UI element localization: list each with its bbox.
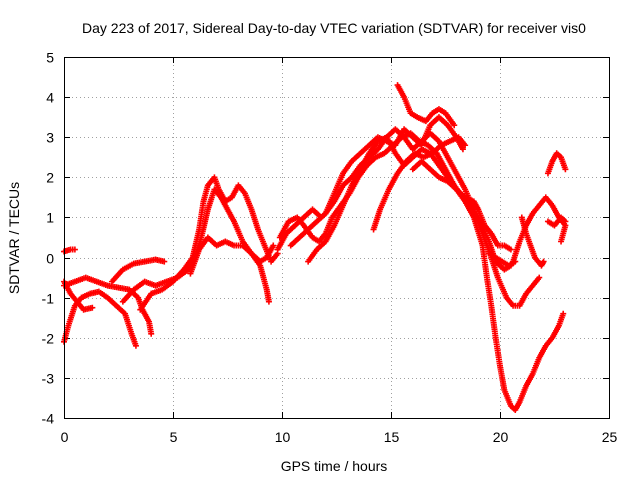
series-track-7 [137, 174, 281, 313]
y-tick-label: -4 [42, 411, 55, 427]
series-track-17 [510, 194, 569, 265]
data-point [459, 146, 466, 153]
x-tick-label: 15 [384, 429, 400, 445]
data-point [536, 274, 543, 281]
series-track-20 [544, 150, 569, 177]
data-point [462, 142, 469, 149]
data-point [562, 166, 569, 173]
y-tick-label: 0 [46, 251, 54, 267]
series-track-1 [61, 288, 139, 349]
data-point [265, 298, 272, 305]
data-point [451, 122, 458, 129]
series-track-5 [108, 256, 168, 285]
y-tick-label: 2 [46, 170, 54, 186]
y-tick-label: -1 [42, 291, 55, 307]
x-axis-label: GPS time / hours [281, 458, 388, 474]
y-tick-label: 1 [46, 210, 54, 226]
data-point [71, 246, 78, 253]
data-point [558, 238, 565, 245]
data-marks [61, 82, 569, 413]
data-point [560, 310, 567, 317]
y-tick-label: 4 [46, 90, 54, 106]
y-tick-label: 3 [46, 130, 54, 146]
data-point [148, 330, 155, 337]
x-tick-label: 0 [61, 429, 69, 445]
data-point [132, 342, 139, 349]
chart-title: Day 223 of 2017, Sidereal Day-to-day VTE… [82, 20, 586, 36]
y-tick-label: 5 [46, 50, 54, 66]
x-tick-labels: 0 5 10 15 20 25 [61, 429, 618, 445]
x-tick-label: 10 [275, 429, 291, 445]
x-tick-label: 20 [493, 429, 509, 445]
series-track-13 [370, 134, 469, 233]
y-axis-label: SDTVAR / TECUs [6, 182, 22, 294]
data-point [540, 258, 547, 265]
x-tick-label: 25 [602, 429, 618, 445]
data-point [270, 242, 277, 249]
series-track-2 [61, 246, 78, 255]
y-tick-labels: -4 -3 -2 -1 0 1 2 3 4 5 [42, 50, 55, 427]
data-point [562, 218, 569, 225]
series-track-19 [544, 214, 569, 229]
series-track-15 [409, 158, 514, 253]
data-point [507, 246, 514, 253]
y-tick-label: -2 [42, 331, 55, 347]
plot-frame [64, 57, 610, 419]
series-track-14 [394, 82, 458, 129]
y-tick-label: -3 [42, 371, 55, 387]
series-track-8 [187, 234, 272, 305]
series-track-18 [518, 214, 547, 269]
data-point [161, 258, 168, 265]
data-point [89, 304, 96, 311]
x-tick-label: 5 [170, 429, 178, 445]
series-track-3 [61, 278, 96, 313]
series-track-12 [305, 134, 567, 413]
